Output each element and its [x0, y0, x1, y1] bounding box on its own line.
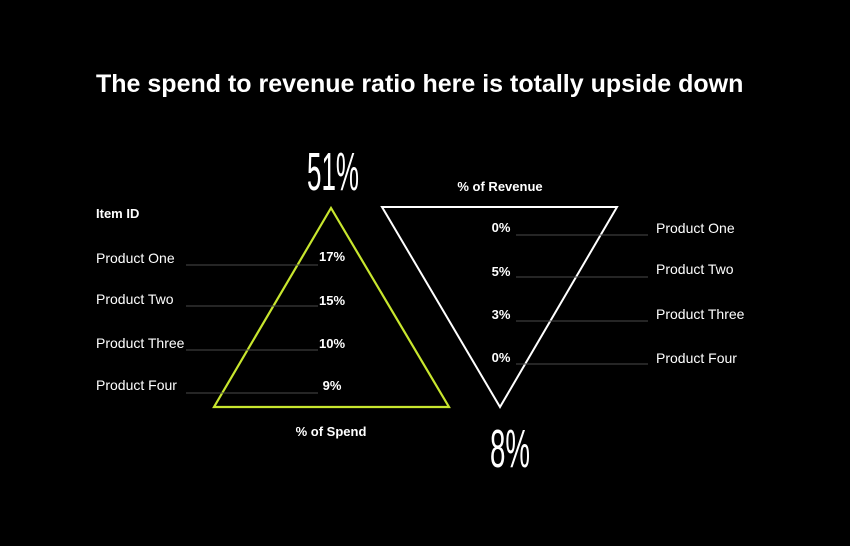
- revenue-category-label: Product Four: [656, 350, 737, 366]
- revenue-category-label: Product Three: [656, 306, 745, 322]
- revenue-value-label: 3%: [492, 307, 511, 322]
- category-header: Item ID: [96, 206, 139, 221]
- revenue-triangle: [380, 206, 619, 409]
- spend-value-label: 17%: [319, 249, 345, 264]
- spend-triangle: [212, 205, 451, 409]
- spend-value-label: 10%: [319, 336, 345, 351]
- revenue-value-label: 0%: [492, 220, 511, 235]
- revenue-category-label: Product One: [656, 220, 735, 236]
- spend-total-label: 51%: [307, 142, 359, 202]
- spend-category-label: Product Two: [96, 291, 174, 307]
- spend-series-name: % of Spend: [296, 424, 367, 439]
- revenue-value-label: 5%: [492, 264, 511, 279]
- spend-value-label: 15%: [319, 293, 345, 308]
- spend-category-label: Product Three: [96, 335, 185, 351]
- spend-category-label: Product Four: [96, 377, 177, 393]
- revenue-category-label: Product Two: [656, 261, 734, 277]
- revenue-series-name: % of Revenue: [457, 179, 542, 194]
- spend-value-label: 9%: [323, 378, 342, 393]
- revenue-value-label: 0%: [492, 350, 511, 365]
- revenue-total-label: 8%: [490, 419, 530, 479]
- spend-category-label: Product One: [96, 250, 175, 266]
- chart-title: The spend to revenue ratio here is total…: [96, 70, 743, 98]
